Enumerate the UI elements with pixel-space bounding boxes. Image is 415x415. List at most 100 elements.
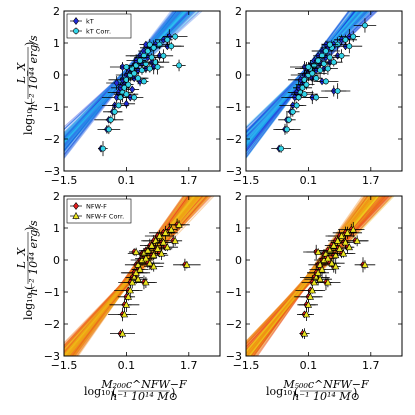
panel-top-right: −1.5 0.1 1.7 −3 −2 −1 0 1 2 <box>226 5 403 187</box>
marker-nfw-f-corr- <box>308 286 316 294</box>
marker-nfw-f-corr- <box>157 249 166 257</box>
marker-kt-corr- <box>160 52 167 59</box>
marker-nfw-f-corr- <box>118 329 127 337</box>
marker-kt-corr- <box>146 41 153 48</box>
marker-nfw-f-corr- <box>150 251 158 259</box>
y-tick-label: 1 <box>235 222 242 235</box>
y-tick-label: 0 <box>53 69 60 82</box>
y-tick-label: 1 <box>235 37 242 50</box>
y-tick-label: −2 <box>44 133 60 146</box>
marker-kt-corr- <box>154 64 161 70</box>
fit-sample-line <box>246 11 361 133</box>
marker-nfw-f-corr- <box>324 278 332 286</box>
marker-nfw-f-corr- <box>142 278 150 286</box>
marker-nfw-f-corr- <box>136 265 144 273</box>
legend: kT kT Corr. <box>66 13 132 39</box>
legend-box <box>66 13 132 39</box>
marker-nfw-f-corr- <box>337 231 346 239</box>
marker-kt-corr- <box>168 43 175 50</box>
x-tick-label: 0.1 <box>300 359 318 372</box>
x-axis-label-log: log₁₀ <box>266 385 293 398</box>
x-tick-label: 0.1 <box>300 174 318 187</box>
marker-nfw-f-corr- <box>159 238 168 246</box>
fit-sample-line <box>68 196 203 356</box>
y-tick-label: −2 <box>44 318 60 331</box>
marker-nfw-f <box>73 202 79 210</box>
marker-kt-corr- <box>115 102 122 109</box>
marker-kt-corr- <box>172 33 179 40</box>
x-axis-label-num: M₂₀₀c^NFW−F <box>100 378 187 391</box>
fit-sample-line <box>246 11 355 140</box>
marker-kt-corr- <box>301 76 308 83</box>
marker-nfw-f-corr- <box>163 243 171 251</box>
marker-kt-corr- <box>141 78 147 85</box>
marker-nfw-f-corr- <box>150 262 158 270</box>
y-axis-paren-open: ( <box>23 101 36 105</box>
marker-nfw-f-corr- <box>132 247 140 255</box>
fit-sample-line <box>64 196 210 352</box>
x-tick-label: −1.5 <box>51 174 78 187</box>
marker-kt-corr- <box>164 36 171 43</box>
marker-nfw-f-corr- <box>341 238 350 246</box>
marker-nfw-f-corr- <box>146 259 154 267</box>
data-points <box>294 221 376 339</box>
marker-kt-corr- <box>150 44 157 51</box>
marker-nfw-f-corr- <box>343 228 352 236</box>
marker-kt-corr- <box>131 94 138 101</box>
marker-kt-corr- <box>105 126 112 133</box>
y-tick-label: −1 <box>226 101 242 114</box>
marker-nfw-f-corr- <box>152 236 160 244</box>
x-axis-paren-close: ) <box>171 386 175 399</box>
marker-nfw-f-corr- <box>153 244 162 252</box>
marker-nfw-f-corr- <box>144 246 152 254</box>
marker-kt-corr- <box>313 75 320 82</box>
marker-nfw-f-corr- <box>326 246 334 254</box>
panel-top-left: −1.5 0.1 1.7 −3 −2 −1 0 1 2 kT kT Corr. log₁₀ (L_X h⁻… <box>15 5 221 187</box>
marker-kt-corr- <box>117 94 124 101</box>
marker-kt-corr- <box>362 22 368 29</box>
marker-nfw-f-corr- <box>126 286 134 294</box>
marker-kt-corr- <box>144 48 151 54</box>
x-axis-label: log₁₀ (M₂₀₀c^NFW−Fh⁻¹ 10¹⁴ M⊙) <box>84 378 187 403</box>
marker-kt-corr- <box>293 102 300 109</box>
y-tick-label: 0 <box>53 254 60 267</box>
marker-nfw-f-corr- <box>332 251 340 259</box>
marker-nfw-f-corr- <box>339 249 348 257</box>
marker-kt-corr- <box>284 126 290 133</box>
y-tick-label: 1 <box>53 37 60 50</box>
marker-kt-corr- <box>324 65 331 72</box>
fit-sample-line <box>246 11 361 133</box>
legend: NFW-F NFW-F Corr. <box>66 198 132 224</box>
marker-nfw-f-corr- <box>328 259 336 267</box>
y-tick-label: 2 <box>235 5 242 18</box>
y-axis-label-num: L_X <box>15 62 28 85</box>
marker-kt-corr- <box>121 84 128 91</box>
y-tick-label: −2 <box>226 318 242 331</box>
marker-nfw-f-corr- <box>128 278 136 286</box>
marker-kt-corr- <box>350 33 357 40</box>
marker-nfw-f-corr- <box>183 260 191 268</box>
x-tick-label: 0.1 <box>118 359 136 372</box>
marker-kt-corr- <box>303 81 310 88</box>
marker-nfw-f-corr- <box>324 254 332 262</box>
marker-kt-corr- <box>295 94 302 101</box>
marker-kt-corr- <box>278 145 284 152</box>
marker-nfw-f-corr- <box>120 310 129 318</box>
y-axis-label-log: log₁₀ <box>22 293 35 320</box>
marker-kt <box>113 79 120 87</box>
marker-nfw-f-corr- <box>345 243 353 251</box>
y-tick-label: −1 <box>226 286 242 299</box>
marker-kt-corr- <box>111 108 118 115</box>
marker-kt-corr- <box>330 59 337 66</box>
marker-nfw-f-corr- <box>130 273 138 281</box>
marker-nfw-f-corr- <box>72 211 80 219</box>
marker-kt-corr- <box>309 70 316 77</box>
data-points <box>94 29 188 157</box>
marker-kt-corr- <box>301 91 308 98</box>
marker-nfw-f-corr- <box>122 300 131 308</box>
plot-frame <box>63 10 221 172</box>
marker-nfw-f-corr- <box>334 236 342 244</box>
marker-kt-corr- <box>342 36 349 43</box>
marker-kt-corr- <box>299 84 306 91</box>
fit-sample-line <box>64 196 213 349</box>
